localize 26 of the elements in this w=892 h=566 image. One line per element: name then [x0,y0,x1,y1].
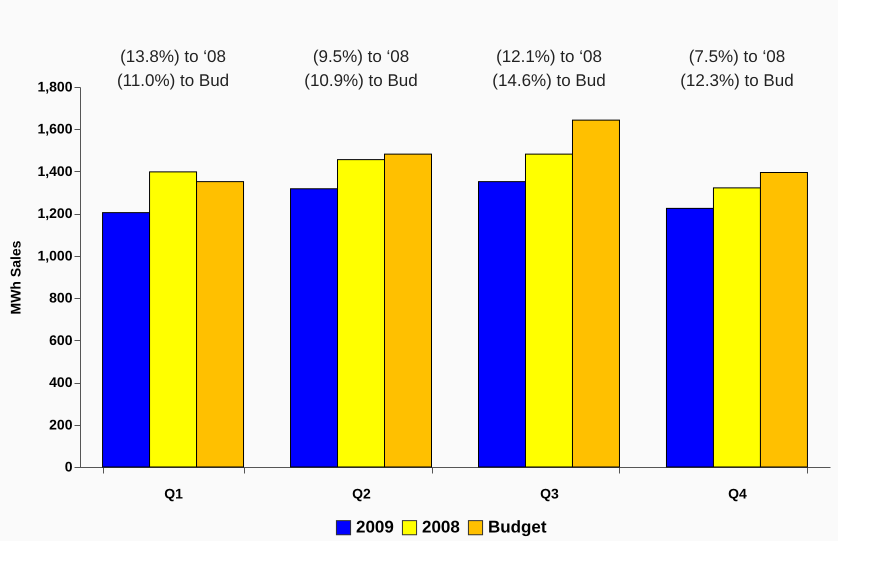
annotation: (14.6%) to Bud [492,71,606,90]
legend-label: Budget [488,518,547,537]
y-tick-label: 0 [64,458,73,474]
annotation: (11.0%) to Bud [116,71,230,90]
y-tick-label: 1,800 [37,78,73,94]
y-tick-label: 1,000 [37,247,73,264]
text: (9.5%) to ‘08 [312,47,410,66]
annotation: (12.3%) to Bud [680,71,794,90]
x-tick-label: Q4 [728,486,747,502]
y-tick-label: 800 [49,290,73,306]
y-tick-label: 1,200 [37,205,73,222]
text: (12.1%) to ‘08 [496,47,602,66]
x-tick-label: Q3 [540,486,560,502]
legend-label: 2008 [422,518,460,537]
y-tick-label: 600 [49,332,73,348]
y-tick-label: 400 [49,374,73,390]
x-tick-label: Q1 [164,486,184,502]
y-axis-title: MWh Sales [7,240,24,314]
y-tick-label: 1,400 [37,162,73,179]
annotation: (10.9%) to Bud [304,71,418,90]
y-tick-label: 200 [49,416,73,432]
y-tick-label: 1,600 [37,120,73,137]
text: (13.8%) to ‘08 [120,47,226,66]
legend-label: 2009 [356,518,394,537]
text: (7.5%) to ‘08 [688,47,786,66]
x-tick-label: Q2 [352,486,372,502]
